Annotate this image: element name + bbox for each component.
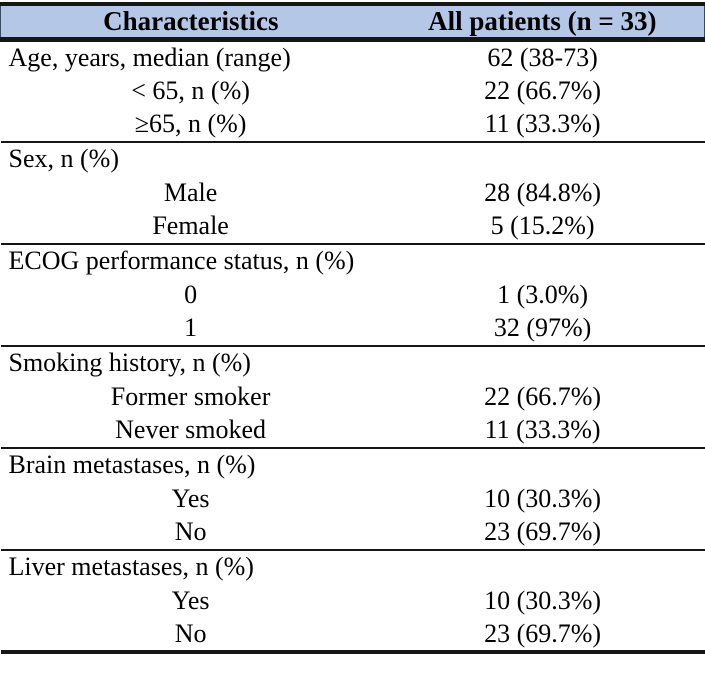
- table-row: ≥65, n (%) 11 (33.3%): [1, 108, 705, 142]
- row-label: Smoking history, n (%): [0, 344, 381, 380]
- table-row: Yes 10 (30.3%): [1, 584, 705, 618]
- table-row: Male 28 (84.8%): [1, 176, 705, 210]
- table-header: Characteristics All patients (n = 33): [0, 4, 705, 42]
- row-value: [380, 548, 705, 584]
- row-label: Male: [163, 177, 218, 207]
- row-value: 23 (69.7%): [484, 618, 602, 648]
- row-label: Never smoked: [115, 415, 267, 444]
- row-value: [380, 344, 705, 380]
- row-label: Female: [152, 211, 229, 240]
- row-value: 32 (97%): [493, 313, 592, 342]
- row-label: Liver metastases, n (%): [0, 548, 381, 584]
- table-row: Age, years, median (range) 62 (38-73): [1, 40, 705, 74]
- row-value: [380, 242, 705, 278]
- row-value: 10 (30.3%): [484, 483, 602, 513]
- row-label: Age, years, median (range): [8, 42, 291, 72]
- table-body: Age, years, median (range) 62 (38-73) < …: [0, 40, 705, 652]
- row-value: 28 (84.8%): [484, 177, 602, 207]
- row-label: No: [174, 618, 207, 648]
- row-label: Former smoker: [110, 381, 271, 411]
- table-row: Liver metastases, n (%): [0, 548, 705, 584]
- row-value: 5 (15.2%): [490, 211, 595, 240]
- row-value: 1 (3.0%): [497, 279, 589, 309]
- table-row: Yes 10 (30.3%): [1, 482, 705, 516]
- row-label: ECOG performance status, n (%): [0, 242, 381, 278]
- table-row: Never smoked 11 (33.3%): [1, 414, 705, 448]
- row-value: 11 (33.3%): [484, 415, 601, 444]
- table-row: No 23 (69.7%): [1, 516, 705, 550]
- header-row: Characteristics All patients (n = 33): [0, 4, 705, 42]
- table-row: Sex, n (%): [0, 140, 705, 176]
- table-row: ECOG performance status, n (%): [0, 242, 705, 278]
- table-row: 0 1 (3.0%): [1, 278, 705, 312]
- row-label: Yes: [171, 585, 210, 615]
- row-label: 1: [184, 313, 198, 342]
- column-header-all-patients: All patients (n = 33): [380, 4, 705, 42]
- row-value: 23 (69.7%): [484, 517, 602, 546]
- row-label: < 65, n (%): [131, 75, 250, 105]
- column-header-characteristics: Characteristics: [0, 4, 381, 42]
- row-value: 22 (66.7%): [484, 381, 602, 411]
- table-row: 1 32 (97%): [1, 312, 705, 346]
- row-value: 62 (38-73): [487, 42, 598, 72]
- row-value: 11 (33.3%): [484, 109, 601, 138]
- row-label: Brain metastases, n (%): [0, 446, 381, 482]
- paper-table-figure: Characteristics All patients (n = 33) Ag…: [0, 2, 705, 654]
- row-label: 0: [184, 279, 198, 309]
- table-row: Brain metastases, n (%): [0, 446, 705, 482]
- row-value: [380, 140, 705, 176]
- row-label: Yes: [171, 483, 210, 513]
- row-label: Sex, n (%): [0, 140, 381, 176]
- row-value: [380, 446, 705, 482]
- table-row: Former smoker 22 (66.7%): [1, 380, 705, 414]
- row-value: 10 (30.3%): [484, 585, 602, 615]
- row-label: No: [174, 517, 207, 546]
- patient-characteristics-table: Characteristics All patients (n = 33) Ag…: [0, 2, 705, 654]
- table-row: < 65, n (%) 22 (66.7%): [1, 74, 705, 108]
- table-row: No 23 (69.7%): [1, 618, 705, 652]
- row-label: ≥65, n (%): [134, 109, 247, 138]
- table-row: Female 5 (15.2%): [1, 210, 705, 244]
- table-row: Smoking history, n (%): [0, 344, 705, 380]
- row-value: 22 (66.7%): [484, 75, 602, 105]
